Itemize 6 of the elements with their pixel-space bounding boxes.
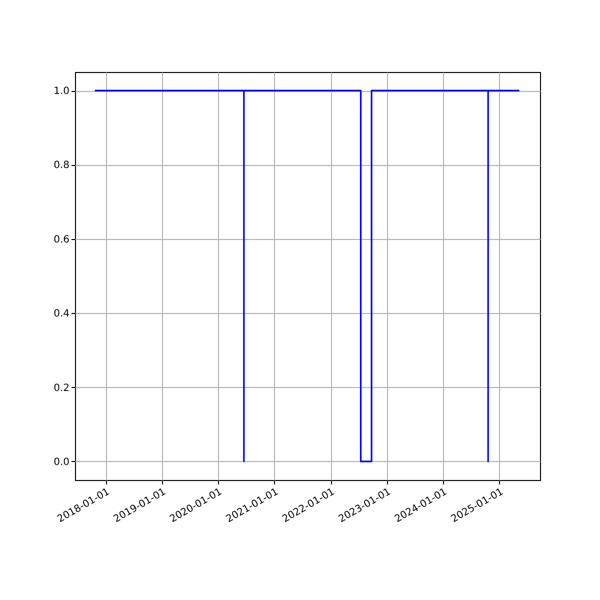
y-tick-label: 0.6: [54, 234, 70, 246]
y-tick-label: 0.0: [54, 456, 70, 468]
y-tick-label: 0.8: [54, 160, 70, 172]
y-tick-label: 0.2: [54, 382, 70, 394]
y-tick-label: 0.4: [54, 308, 70, 320]
y-tick-label: 1.0: [54, 86, 70, 98]
